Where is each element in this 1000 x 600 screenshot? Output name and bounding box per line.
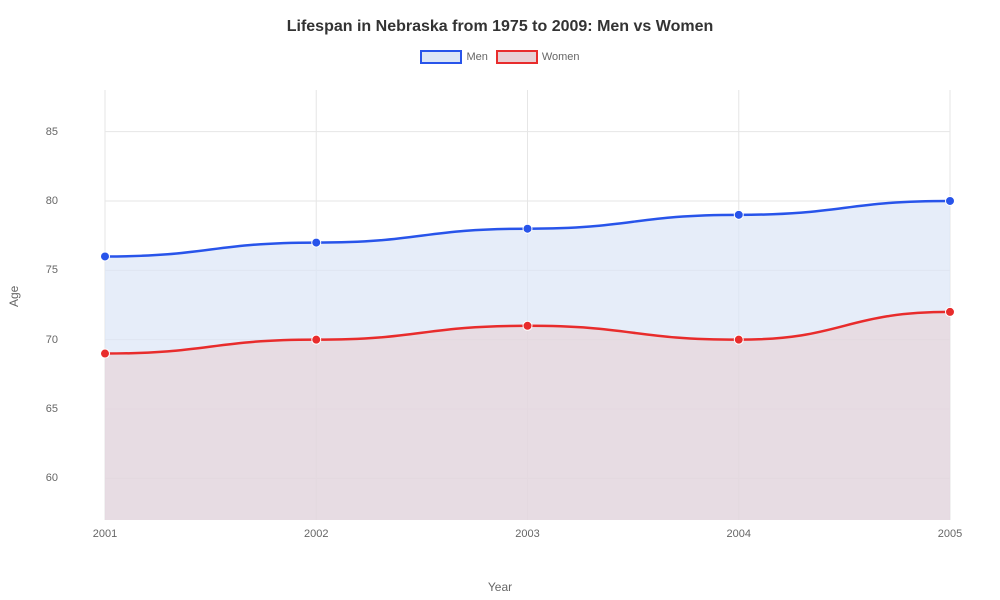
y-tick-label: 80 — [46, 195, 58, 207]
legend-label-men: Men — [466, 51, 487, 63]
plot-area — [65, 90, 960, 520]
marker-men-3[interactable] — [734, 210, 743, 219]
x-tick-label: 2004 — [727, 528, 751, 540]
legend-label-women: Women — [542, 51, 580, 63]
chart-container: Lifespan in Nebraska from 1975 to 2009: … — [0, 0, 1000, 600]
marker-women-2[interactable] — [523, 321, 532, 330]
marker-men-0[interactable] — [101, 252, 110, 261]
y-axis-label: Age — [7, 286, 21, 307]
x-axis-label: Year — [488, 580, 512, 594]
marker-men-1[interactable] — [312, 238, 321, 247]
legend-item-women[interactable]: Women — [496, 50, 580, 64]
marker-women-1[interactable] — [312, 335, 321, 344]
legend-item-men[interactable]: Men — [420, 50, 487, 64]
legend-swatch-men — [420, 50, 462, 64]
y-tick-label: 60 — [46, 472, 58, 484]
legend-swatch-women — [496, 50, 538, 64]
y-tick-label: 70 — [46, 334, 58, 346]
chart-title: Lifespan in Nebraska from 1975 to 2009: … — [0, 0, 1000, 36]
marker-men-4[interactable] — [946, 196, 955, 205]
marker-women-0[interactable] — [101, 349, 110, 358]
marker-women-4[interactable] — [946, 307, 955, 316]
x-tick-label: 2003 — [515, 528, 539, 540]
y-tick-label: 85 — [46, 126, 58, 138]
marker-men-2[interactable] — [523, 224, 532, 233]
marker-women-3[interactable] — [734, 335, 743, 344]
x-tick-label: 2002 — [304, 528, 328, 540]
legend: Men Women — [0, 50, 1000, 64]
x-tick-label: 2001 — [93, 528, 117, 540]
y-tick-label: 75 — [46, 264, 58, 276]
y-tick-label: 65 — [46, 403, 58, 415]
x-tick-label: 2005 — [938, 528, 962, 540]
chart-svg — [65, 90, 960, 520]
